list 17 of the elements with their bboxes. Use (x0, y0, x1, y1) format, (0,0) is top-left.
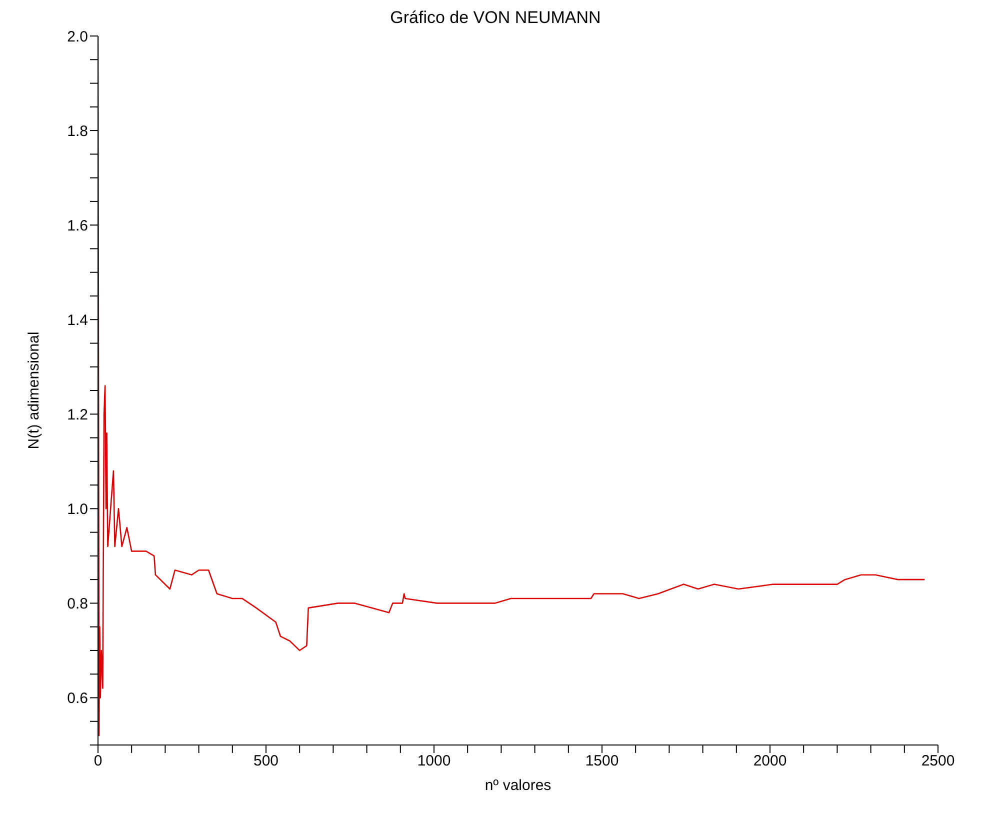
x-tick-label: 2000 (753, 752, 787, 770)
x-tick-label: 1500 (585, 752, 619, 770)
y-tick-label: 1.4 (67, 312, 88, 329)
y-tick-label: 1.2 (67, 406, 88, 424)
chart-title: Gráfico de VON NEUMANN (389, 8, 602, 29)
x-axis-title: nº valores (484, 777, 552, 794)
y-tick-label: 1.8 (67, 122, 88, 140)
y-tick-label: 0.8 (67, 596, 88, 613)
y-tick-label: 2.0 (67, 28, 88, 46)
y-tick-label: 1.0 (67, 500, 88, 518)
x-tick-label: 1000 (417, 752, 451, 770)
x-tick-label: 500 (253, 752, 279, 770)
y-tick-label: 1.6 (67, 217, 88, 234)
y-axis-title: N(t) adimensional (25, 332, 42, 450)
x-tick-label: 0 (94, 752, 102, 770)
x-tick-label: 2500 (921, 752, 955, 770)
y-tick-label: 0.6 (67, 690, 88, 708)
